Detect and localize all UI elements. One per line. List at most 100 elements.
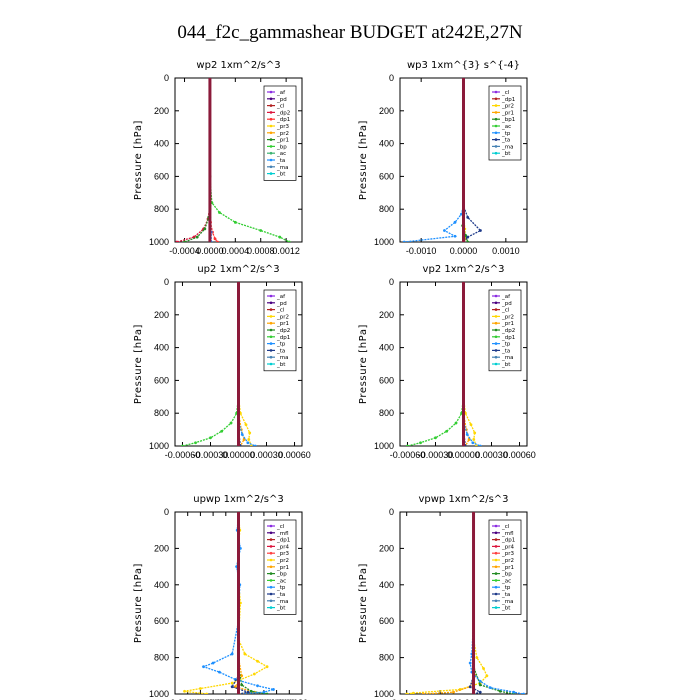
series-point_pr2: [475, 656, 479, 659]
legend-label: _bt: [501, 362, 511, 368]
x-tick-label: 0.00000: [447, 450, 480, 460]
legend-marker: [269, 565, 273, 569]
legend-label: _pr1: [276, 565, 289, 571]
series-point_bp: [249, 689, 253, 693]
series-line_tp: [462, 282, 481, 446]
x-tick-label: 0.0000: [450, 246, 478, 256]
x-tick-label: -0.00010: [422, 698, 458, 700]
series-point_pr1: [203, 227, 207, 231]
series-point_pr2: [230, 681, 234, 685]
x-tick-label: -0.000020: [206, 698, 247, 700]
x-tick-label: 0.00030: [250, 450, 283, 460]
series-point_pr2: [473, 431, 477, 435]
series-point_bp: [498, 689, 502, 693]
legend-marker: [494, 294, 498, 298]
legend-label: _cl: [276, 524, 285, 530]
y-tick-label: 1000: [149, 689, 169, 699]
series-point_dp1: [220, 429, 224, 433]
legend-marker: [269, 585, 273, 589]
legend-marker: [494, 328, 498, 332]
legend-label: _bt: [276, 362, 286, 368]
series-point_dp1: [181, 444, 184, 446]
legend-marker: [269, 90, 273, 94]
series-line_dp2: [176, 78, 211, 242]
legend-marker: [494, 558, 498, 562]
series-point_bp: [478, 683, 482, 687]
series-point_pr2: [183, 689, 186, 693]
panel-wp2: wp2 1xm^2/s^302004006008001000-0.00040.0…: [133, 60, 303, 256]
series-point_tp: [465, 433, 469, 436]
x-tick-label: 0.000080: [271, 698, 309, 700]
legend-marker: [269, 145, 273, 148]
legend-marker: [269, 158, 273, 162]
series-point_pr2: [472, 438, 476, 441]
legend-label: _pr4: [276, 544, 290, 550]
y-tick-label: 0: [389, 73, 394, 83]
y-tick-label: 600: [379, 375, 394, 385]
legend-marker: [269, 308, 273, 311]
legend-marker: [494, 138, 498, 141]
legend-marker: [269, 524, 273, 528]
x-tick-label: 0.00000: [222, 450, 255, 460]
series-point_tp: [478, 679, 482, 683]
legend: _cl_dp1_pr2_pr1_bp1_ac_tp_ta_ma_bt: [488, 85, 522, 161]
x-tick-label: -0.00030: [418, 450, 454, 460]
legend-label: _ta: [276, 592, 285, 598]
series-point_tp: [453, 220, 457, 224]
legend-marker: [494, 524, 498, 528]
legend-label: _pr3: [276, 124, 290, 130]
legend-marker: [494, 124, 498, 128]
series-point_pr2: [469, 423, 473, 427]
legend-label: _pr2: [501, 558, 514, 564]
y-tick-label: 800: [154, 204, 169, 214]
series-point_pr2: [199, 687, 202, 690]
y-tick-label: 400: [379, 343, 394, 353]
legend-marker: [269, 151, 273, 155]
legend-label: _dp2: [276, 328, 290, 334]
legend-label: _bp1: [501, 117, 515, 123]
legend-label: _pr1: [501, 110, 514, 116]
series-point_bp: [218, 211, 221, 214]
y-tick-label: 1000: [149, 237, 169, 247]
series-group: [402, 78, 482, 242]
y-tick-label: 400: [379, 139, 394, 149]
legend-label: _dp1: [276, 117, 290, 123]
legend: _af_pd_cl_dp2_dp1_pr3_pr2_pr1_bp_ac_ta_m…: [263, 85, 297, 181]
legend-label: _mfl: [501, 531, 514, 537]
y-tick-label: 200: [154, 310, 169, 320]
legend-label: _bt: [276, 172, 286, 178]
series-point_pr2: [482, 667, 485, 670]
legend-marker: [269, 294, 273, 298]
series-point_pr2: [243, 652, 247, 656]
legend-label: _pr2: [276, 131, 289, 137]
y-tick-label: 600: [379, 616, 394, 626]
series-point_tp: [218, 670, 221, 674]
legend-label: _pr4: [501, 544, 515, 550]
x-tick-label: -0.00030: [193, 450, 229, 460]
series-point_pr2: [205, 692, 209, 694]
series-point_tp: [453, 234, 457, 238]
legend-label: _pr1: [501, 565, 514, 571]
legend-label: _ta: [501, 592, 510, 598]
x-tick-label: -0.00060: [390, 450, 426, 460]
legend-marker: [269, 104, 273, 107]
series-point_tp: [512, 690, 516, 694]
series-group: [175, 78, 291, 242]
y-tick-label: 1000: [374, 237, 394, 247]
series-point_pr2: [252, 672, 256, 676]
legend-label: _af: [501, 294, 511, 300]
y-axis-label: Pressure [hPa]: [133, 324, 144, 404]
series-point_tp: [246, 441, 250, 445]
series-point_tp: [240, 433, 244, 436]
legend-label: _bt: [501, 151, 511, 157]
series-point_tp: [471, 441, 475, 445]
legend-label: _af: [276, 294, 286, 300]
legend-label: _cl: [501, 90, 510, 96]
legend-label: _bp: [276, 144, 287, 150]
legend-label: _ta: [276, 158, 285, 164]
series-point_ta: [468, 685, 472, 689]
y-axis-label: Pressure [hPa]: [133, 563, 144, 643]
y-tick-label: 200: [379, 106, 394, 116]
series-point_dp1: [216, 240, 219, 242]
series-line_ta: [462, 78, 482, 242]
